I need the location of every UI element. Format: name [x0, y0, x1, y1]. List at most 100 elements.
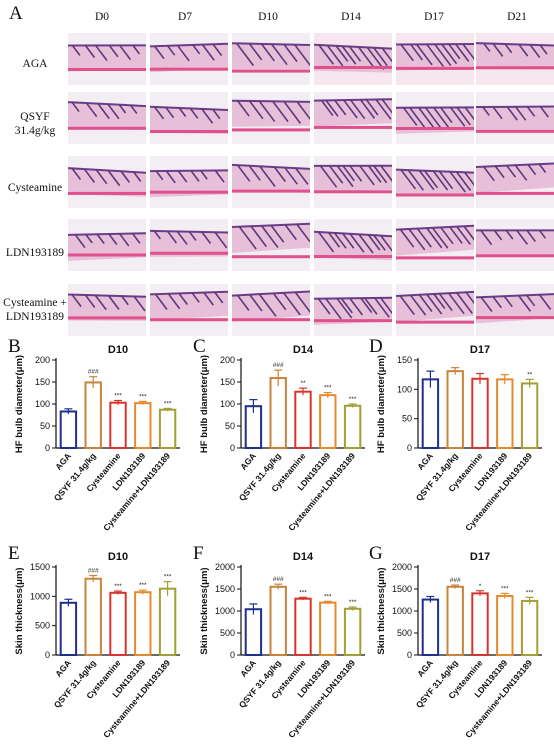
- chart-title: D14: [293, 551, 314, 563]
- bar: [59, 410, 78, 450]
- histology-image: [396, 92, 474, 144]
- row-label-ldn193189: LDN193189: [0, 246, 70, 260]
- row-label-line: AGA: [22, 58, 48, 70]
- y-axis-label: Skin thickness(μm): [199, 567, 210, 654]
- bar: [294, 390, 312, 449]
- chart-svg: D10 0 50 100 150 200 HF bulb diameter(μm) AGA ##…: [14, 344, 180, 533]
- significance-label: ###: [450, 577, 461, 584]
- bar: [294, 597, 312, 656]
- x-tick-label: AGA: [415, 658, 435, 679]
- histology-image: [150, 92, 228, 144]
- chart-title: D10: [108, 551, 128, 563]
- histology-image: [68, 219, 146, 271]
- significance-label: ***: [501, 585, 509, 592]
- y-axis-label: HF bulb diameter(μm): [199, 355, 210, 453]
- histology-image: [68, 33, 146, 85]
- bar: [84, 577, 102, 657]
- bar: [84, 381, 102, 449]
- bar: [471, 377, 489, 450]
- bar: [421, 378, 440, 449]
- bar-chart-e: D10 0 500 1000 1500 Skin thickness(μm) AGA ### Q…: [0, 545, 190, 750]
- column-label-d7: D7: [177, 11, 193, 23]
- chart-title: D14: [293, 344, 314, 356]
- bar: [134, 591, 152, 656]
- bar: [496, 595, 514, 656]
- histology-image: [232, 156, 310, 208]
- y-tick-label: 100: [397, 384, 412, 394]
- column-label-d0: D0: [94, 11, 110, 23]
- row-label-line: Cysteamine: [7, 182, 63, 194]
- y-tick-label: 1500: [392, 584, 412, 594]
- y-axis-label: HF bulb diameter(μm): [376, 355, 387, 453]
- significance-label: ***: [139, 582, 147, 589]
- y-tick-label: 2000: [392, 562, 412, 572]
- histology-image: [150, 33, 228, 85]
- bar: [109, 401, 127, 449]
- significance-label: **: [300, 380, 306, 387]
- bar: [158, 408, 177, 449]
- panel-letter-g: G: [369, 543, 383, 564]
- bar: [319, 394, 337, 449]
- y-tick-label: 50: [402, 414, 412, 424]
- histology-image: [396, 284, 474, 336]
- significance-label: ***: [324, 593, 332, 600]
- y-tick-label: 150: [220, 377, 235, 387]
- bar-chart-c: D14 0 50 100 150 200 HF bulb diameter(μm) AGA ##…: [185, 338, 375, 543]
- significance-label: ###: [273, 576, 284, 583]
- histology-image: [68, 156, 146, 208]
- column-label-d17: D17: [424, 11, 444, 23]
- bar: [244, 608, 263, 656]
- row-label-line: LDN193189: [5, 311, 65, 323]
- significance-label: ###: [88, 568, 99, 575]
- x-tick-label: AGA: [53, 658, 73, 679]
- histology-image: [396, 33, 474, 85]
- bar: [319, 601, 337, 656]
- bar: [134, 402, 152, 450]
- histology-image: [150, 156, 228, 208]
- histology-image: [476, 219, 554, 271]
- significance-label: ###: [88, 369, 99, 376]
- y-tick-label: 500: [35, 621, 50, 631]
- y-tick-label: 500: [397, 628, 412, 638]
- histology-image: [314, 92, 392, 144]
- y-tick-label: 2000: [215, 562, 235, 572]
- y-tick-label: 200: [220, 355, 235, 365]
- bar: [269, 377, 287, 449]
- panel-letter-b: B: [8, 336, 21, 357]
- column-label-d14: D14: [341, 11, 361, 23]
- histology-image: [476, 92, 554, 144]
- significance-label: ***: [349, 396, 357, 403]
- column-label-d10: D10: [258, 11, 278, 23]
- y-tick-label: 150: [35, 377, 50, 387]
- x-tick-label: AGA: [53, 451, 73, 472]
- y-axis-label: HF bulb diameter(μm): [14, 355, 25, 453]
- bar-chart-d: D17 0 50 100 150 HF bulb diameter(μm) AGA QSYF …: [362, 338, 552, 543]
- histology-image: [68, 284, 146, 336]
- bar-chart-f: D14 0 500 1000 1500 2000 Skin thickness(μm) AGA…: [185, 545, 375, 750]
- panel-letter-c: C: [193, 336, 206, 357]
- significance-label: *: [479, 583, 482, 590]
- y-tick-label: 0: [407, 650, 412, 660]
- y-tick-label: 1500: [215, 584, 235, 594]
- x-tick-label: AGA: [238, 451, 258, 472]
- y-axis-label: Skin thickness(μm): [376, 567, 387, 654]
- histology-image: [232, 33, 310, 85]
- x-tick-label: AGA: [415, 451, 435, 472]
- y-tick-label: 500: [220, 628, 235, 638]
- significance-label: ***: [349, 599, 357, 606]
- chart-title: D10: [108, 344, 128, 356]
- panel-letter-d: D: [369, 336, 383, 357]
- histology-image: [314, 219, 392, 271]
- row-label-line: Cysteamine +: [3, 297, 67, 309]
- significance-label: **: [527, 371, 533, 378]
- row-label-line: 31.4g/kg: [14, 125, 56, 137]
- y-tick-label: 1000: [215, 606, 235, 616]
- column-label-d21: D21: [507, 11, 527, 23]
- bar: [421, 598, 440, 656]
- row-label-qsyf: QSYF 31.4g/kg: [0, 110, 70, 138]
- y-tick-label: 0: [45, 443, 50, 453]
- bar: [59, 601, 78, 656]
- y-tick-label: 1000: [30, 591, 50, 601]
- significance-label: ***: [114, 583, 122, 590]
